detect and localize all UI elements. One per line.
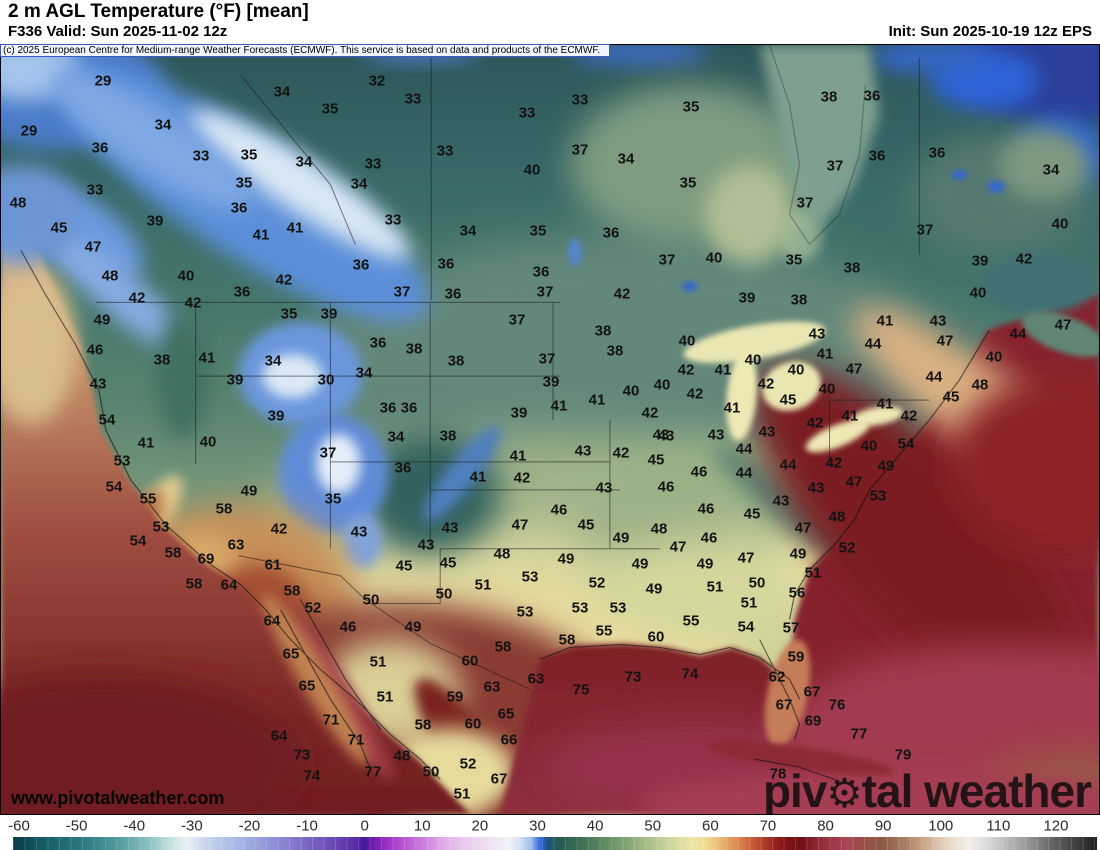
colorbar-tick: 0 (360, 817, 369, 835)
init-time-label: Init: Sun 2025-10-19 12z EPS (888, 23, 1092, 40)
copyright-bar: (c) 2025 European Centre for Medium-rang… (0, 44, 610, 57)
colorbar-tick: -50 (65, 817, 88, 835)
map-canvas: www.pivotalweather.com piv⚙tal weather (0, 44, 1100, 815)
watermark-text-pre: piv (762, 765, 827, 815)
watermark: piv⚙tal weather (762, 765, 1092, 815)
colorbar-tick: -40 (123, 817, 146, 835)
colorbar-tick: 100 (928, 817, 954, 835)
tick-row: -60 -50 -40 -30 -20 -10 0 10 20 30 40 50 60 70 80 90 100… (0, 815, 1100, 837)
colorbar (13, 837, 1097, 850)
colorbar-tick: 10 (413, 817, 431, 835)
colorbar-tick: 40 (586, 817, 604, 835)
colorbar-tick: 20 (471, 817, 489, 835)
colorbar-tick: -30 (180, 817, 203, 835)
temperature-field-svg (1, 45, 1099, 814)
colorbar-tick: 60 (701, 817, 719, 835)
valid-time-label: F336 Valid: Sun 2025-11-02 12z (8, 23, 228, 40)
colorbar-tick: -20 (238, 817, 261, 835)
colorbar-tick: 120 (1043, 817, 1069, 835)
gear-icon: ⚙ (826, 769, 862, 815)
colorbar-tick: 80 (817, 817, 834, 835)
colorbar-tick: -60 (8, 817, 30, 835)
header: 2 m AGL Temperature (°F) [mean] F336 Val… (0, 0, 1100, 44)
colorbar-tick: 70 (759, 817, 777, 835)
site-url: www.pivotalweather.com (11, 788, 225, 808)
page-title: 2 m AGL Temperature (°F) [mean] (8, 1, 309, 22)
state-borders (95, 57, 930, 690)
watermark-text-post: tal weather (861, 765, 1092, 815)
colorbar-tick: 110 (986, 817, 1011, 835)
coastlines (20, 45, 990, 782)
colorbar-tick: 30 (529, 817, 546, 835)
colorbar-tick: 90 (874, 817, 892, 835)
colorbar-tick: 50 (644, 817, 662, 835)
colorbar-tick: -10 (296, 817, 318, 835)
